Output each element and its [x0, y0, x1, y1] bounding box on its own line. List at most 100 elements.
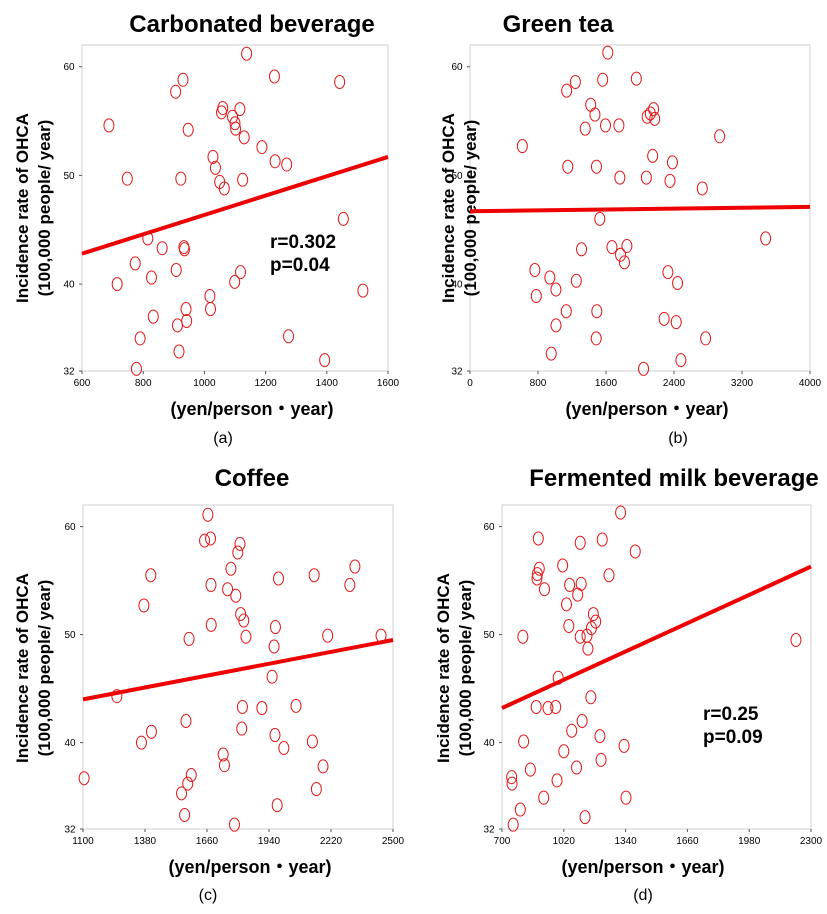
data-point [134, 331, 146, 346]
data-point [658, 311, 670, 326]
data-point [181, 314, 193, 329]
data-point [579, 810, 591, 825]
data-point [232, 545, 244, 560]
data-point [156, 241, 168, 256]
data-point [647, 148, 659, 163]
data-point [516, 139, 528, 154]
data-point [621, 239, 633, 254]
data-point [529, 262, 541, 277]
data-point [218, 181, 230, 196]
data-point [524, 762, 536, 777]
data-point [268, 639, 280, 654]
y-tick-label: 50 [64, 630, 76, 641]
data-point [268, 69, 280, 84]
data-point [145, 724, 157, 739]
data-point [218, 758, 230, 773]
y-tick-label: 40 [63, 280, 75, 291]
data-point [145, 270, 157, 285]
data-point [173, 344, 185, 359]
data-point [603, 568, 615, 583]
data-point [675, 353, 687, 368]
x-tick-label: 700 [494, 836, 511, 847]
data-point [337, 211, 349, 226]
plot-frame [82, 504, 394, 830]
y-tick-label: 40 [483, 738, 495, 749]
x-tick-label: 1200 [254, 378, 277, 389]
data-point [615, 247, 627, 262]
panel-label: (d) [633, 887, 653, 904]
data-point [640, 170, 652, 185]
data-point [596, 532, 608, 547]
data-point [238, 613, 250, 628]
data-point [638, 361, 650, 376]
data-point [222, 582, 234, 597]
data-point [145, 568, 157, 583]
data-point [560, 304, 572, 319]
data-point [179, 807, 191, 822]
data-point [171, 318, 183, 333]
stat-annotation: r=0.25 [703, 704, 759, 725]
data-point [256, 140, 268, 155]
data-point [230, 121, 242, 136]
data-point [135, 735, 147, 750]
data-point [229, 116, 241, 131]
y-axis-label-units: (100,000 people/ year) [35, 580, 54, 757]
data-point [273, 571, 285, 586]
data-point [357, 283, 369, 298]
data-point [570, 273, 582, 288]
x-tick-label: 4000 [799, 378, 822, 389]
data-point [530, 289, 542, 304]
data-point [138, 598, 150, 613]
data-point [78, 771, 90, 786]
data-point [562, 159, 574, 174]
stat-annotation: r=0.302 [270, 232, 336, 253]
regression-line [81, 155, 389, 256]
data-point [550, 318, 562, 333]
x-axis-label: (yen/person・year) [168, 857, 331, 877]
data-point [530, 699, 542, 714]
data-point [111, 689, 123, 704]
x-tick-label: 1600 [595, 378, 618, 389]
data-point [664, 173, 676, 188]
data-point [700, 331, 712, 346]
data-point [130, 361, 142, 376]
y-tick-label: 60 [483, 522, 495, 533]
panel-label: (a) [213, 430, 233, 447]
y-tick-label: 60 [451, 62, 463, 73]
scatter-panel: Green tea 32 40 50 60 0 800 1600 2400 3200 4000 (ye… [439, 11, 822, 447]
data-point [551, 773, 563, 788]
data-point [256, 701, 268, 716]
data-point [506, 776, 518, 791]
data-point [234, 536, 246, 551]
y-axis-label-units: (100,000 people/ year) [456, 580, 475, 757]
x-tick-label: 1020 [553, 836, 576, 847]
data-point [597, 72, 609, 87]
data-point [790, 633, 802, 647]
data-point [644, 106, 656, 121]
data-point [538, 582, 550, 597]
data-point [552, 670, 564, 685]
data-point [545, 346, 557, 361]
data-point [185, 768, 197, 782]
data-point [199, 533, 211, 548]
x-tick-label: 1380 [134, 836, 157, 847]
x-tick-label: 2220 [320, 836, 343, 847]
plot-frame [501, 504, 812, 830]
data-point [349, 559, 361, 574]
data-point [594, 729, 606, 744]
data-point [514, 802, 526, 817]
data-point [594, 211, 606, 226]
data-point [225, 561, 237, 576]
x-tick-label: 2300 [800, 836, 823, 847]
data-point [575, 576, 587, 591]
scatter-panel: Carbonated beverage 32 40 50 60 600 800 1000 120… [13, 11, 400, 447]
x-axis-label: (yen/person・year) [170, 399, 333, 419]
regression-line [82, 638, 394, 702]
data-point [182, 776, 194, 791]
x-tick-label: 1980 [738, 836, 761, 847]
y-tick-label: 32 [63, 367, 75, 378]
data-point [278, 741, 290, 755]
x-tick-label: 1660 [196, 836, 219, 847]
chart-title: Green tea [503, 11, 614, 38]
y-axis-label: Incidence rate of OHCA [434, 573, 453, 763]
